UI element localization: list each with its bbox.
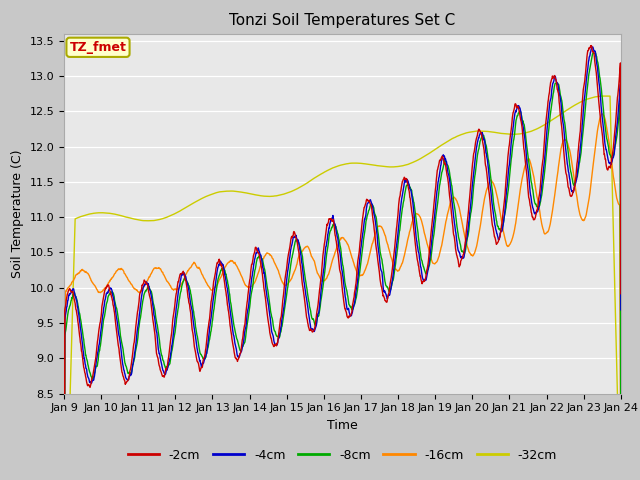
- Y-axis label: Soil Temperature (C): Soil Temperature (C): [11, 149, 24, 278]
- Legend: -2cm, -4cm, -8cm, -16cm, -32cm: -2cm, -4cm, -8cm, -16cm, -32cm: [123, 444, 562, 467]
- X-axis label: Time: Time: [327, 419, 358, 432]
- Title: Tonzi Soil Temperatures Set C: Tonzi Soil Temperatures Set C: [229, 13, 456, 28]
- Text: TZ_fmet: TZ_fmet: [70, 41, 127, 54]
